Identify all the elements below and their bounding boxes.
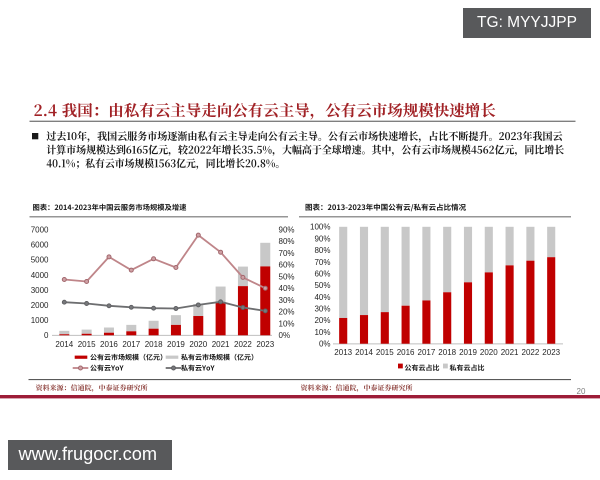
svg-text:2021: 2021 <box>501 348 519 357</box>
svg-text:2021: 2021 <box>212 340 230 349</box>
svg-text:7000: 7000 <box>31 226 49 235</box>
svg-text:60%: 60% <box>279 261 295 270</box>
svg-text:2013: 2013 <box>334 348 352 357</box>
svg-text:1000: 1000 <box>31 316 49 325</box>
svg-text:2018: 2018 <box>438 348 456 357</box>
svg-text:2014: 2014 <box>55 340 73 349</box>
svg-text:2022: 2022 <box>522 348 540 357</box>
svg-text:2023: 2023 <box>256 340 274 349</box>
svg-text:2015: 2015 <box>78 340 96 349</box>
svg-text:50%: 50% <box>314 281 330 290</box>
svg-text:40%: 40% <box>279 284 295 293</box>
svg-text:2014: 2014 <box>355 348 373 357</box>
svg-text:2016: 2016 <box>100 340 118 349</box>
svg-text:2020: 2020 <box>480 348 498 357</box>
svg-text:0%: 0% <box>279 331 291 340</box>
svg-text:2000: 2000 <box>31 301 49 310</box>
svg-text:10%: 10% <box>314 328 330 337</box>
svg-text:2023: 2023 <box>542 348 560 357</box>
svg-text:40%: 40% <box>314 293 330 302</box>
svg-text:80%: 80% <box>314 246 330 255</box>
svg-text:3000: 3000 <box>31 286 49 295</box>
svg-text:0: 0 <box>44 331 49 340</box>
svg-text:70%: 70% <box>279 249 295 258</box>
svg-text:100%: 100% <box>310 223 330 232</box>
svg-text:0%: 0% <box>319 340 331 349</box>
svg-text:30%: 30% <box>279 296 295 305</box>
svg-text:2017: 2017 <box>122 340 140 349</box>
svg-text:20: 20 <box>577 387 586 396</box>
svg-text:10%: 10% <box>279 319 295 328</box>
svg-text:50%: 50% <box>279 272 295 281</box>
svg-text:2016: 2016 <box>397 348 415 357</box>
svg-text:2017: 2017 <box>418 348 436 357</box>
svg-text:30%: 30% <box>314 305 330 314</box>
svg-text:6000: 6000 <box>31 241 49 250</box>
svg-text:2022: 2022 <box>234 340 252 349</box>
svg-text:20%: 20% <box>314 316 330 325</box>
svg-text:70%: 70% <box>314 258 330 267</box>
svg-text:90%: 90% <box>279 226 295 235</box>
svg-text:2020: 2020 <box>189 340 207 349</box>
svg-text:90%: 90% <box>314 234 330 243</box>
svg-text:80%: 80% <box>279 237 295 246</box>
svg-text:60%: 60% <box>314 269 330 278</box>
svg-text:5000: 5000 <box>31 256 49 265</box>
svg-text:20%: 20% <box>279 308 295 317</box>
svg-text:2019: 2019 <box>459 348 477 357</box>
svg-text:4000: 4000 <box>31 271 49 280</box>
svg-text:2018: 2018 <box>145 340 163 349</box>
svg-text:2015: 2015 <box>376 348 394 357</box>
svg-text:2019: 2019 <box>167 340 185 349</box>
